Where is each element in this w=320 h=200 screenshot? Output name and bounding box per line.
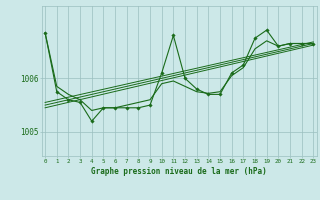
X-axis label: Graphe pression niveau de la mer (hPa): Graphe pression niveau de la mer (hPa) (91, 167, 267, 176)
